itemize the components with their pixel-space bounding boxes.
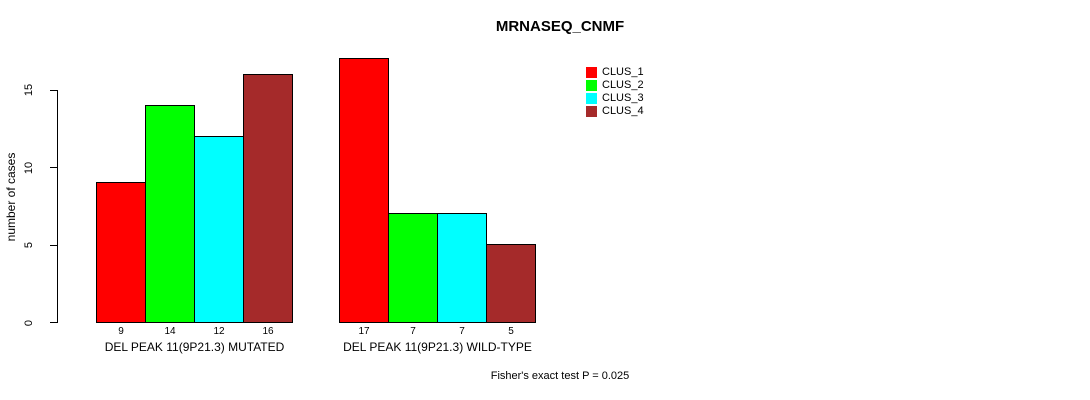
legend-item-clus_4: CLUS_4 (586, 105, 644, 118)
legend-label: CLUS_3 (602, 92, 644, 104)
legend-item-clus_3: CLUS_3 (586, 92, 644, 105)
bar-value-label: 17 (358, 326, 370, 337)
legend-label: CLUS_4 (602, 105, 644, 117)
legend-item-clus_1: CLUS_1 (586, 66, 644, 79)
legend-label: CLUS_2 (602, 79, 644, 91)
bar-value-label: 7 (459, 326, 465, 337)
chart-title: MRNASEQ_CNMF (495, 18, 625, 35)
y-tick-mark (50, 244, 58, 246)
bar-clus_3-group1 (194, 136, 244, 323)
legend: CLUS_1 CLUS_2 CLUS_3 CLUS_4 (586, 66, 644, 118)
bar-clus_4-group2 (486, 244, 536, 323)
legend-swatch-clus_2 (586, 80, 597, 91)
bar-clus_3-group2 (437, 213, 487, 323)
bar-value-label: 7 (410, 326, 416, 337)
legend-label: CLUS_1 (602, 66, 644, 78)
x-group-label: DEL PEAK 11(9P21.3) WILD-TYPE (343, 340, 532, 354)
y-tick-label: 15 (23, 83, 35, 97)
bar-clus_4-group1 (243, 74, 293, 323)
bar-value-label: 9 (118, 326, 124, 337)
bar-value-label: 5 (508, 326, 514, 337)
y-axis-line (57, 89, 58, 323)
legend-swatch-clus_4 (586, 106, 597, 117)
bar-value-label: 12 (213, 326, 225, 337)
annotation-text: Fisher's exact test P = 0.025 (490, 370, 630, 382)
bar-clus_2-group2 (388, 213, 438, 323)
legend-item-clus_2: CLUS_2 (586, 79, 644, 92)
y-tick-label: 10 (23, 161, 35, 174)
bar-clus_2-group1 (145, 105, 195, 323)
bar-clus_1-group2 (339, 58, 389, 323)
y-tick-mark (50, 89, 58, 91)
legend-swatch-clus_1 (586, 67, 597, 78)
y-tick-label: 5 (23, 241, 35, 249)
bar-value-label: 14 (164, 326, 176, 337)
y-tick-mark (50, 167, 58, 168)
y-tick-label: 0 (23, 319, 35, 326)
x-group-label: DEL PEAK 11(9P21.3) MUTATED (104, 340, 285, 354)
legend-swatch-clus_3 (586, 93, 597, 104)
y-tick-mark (50, 322, 58, 323)
bar-value-label: 16 (262, 326, 274, 337)
bar-clus_1-group1 (96, 182, 146, 323)
y-axis-label: number of cases (4, 152, 18, 242)
